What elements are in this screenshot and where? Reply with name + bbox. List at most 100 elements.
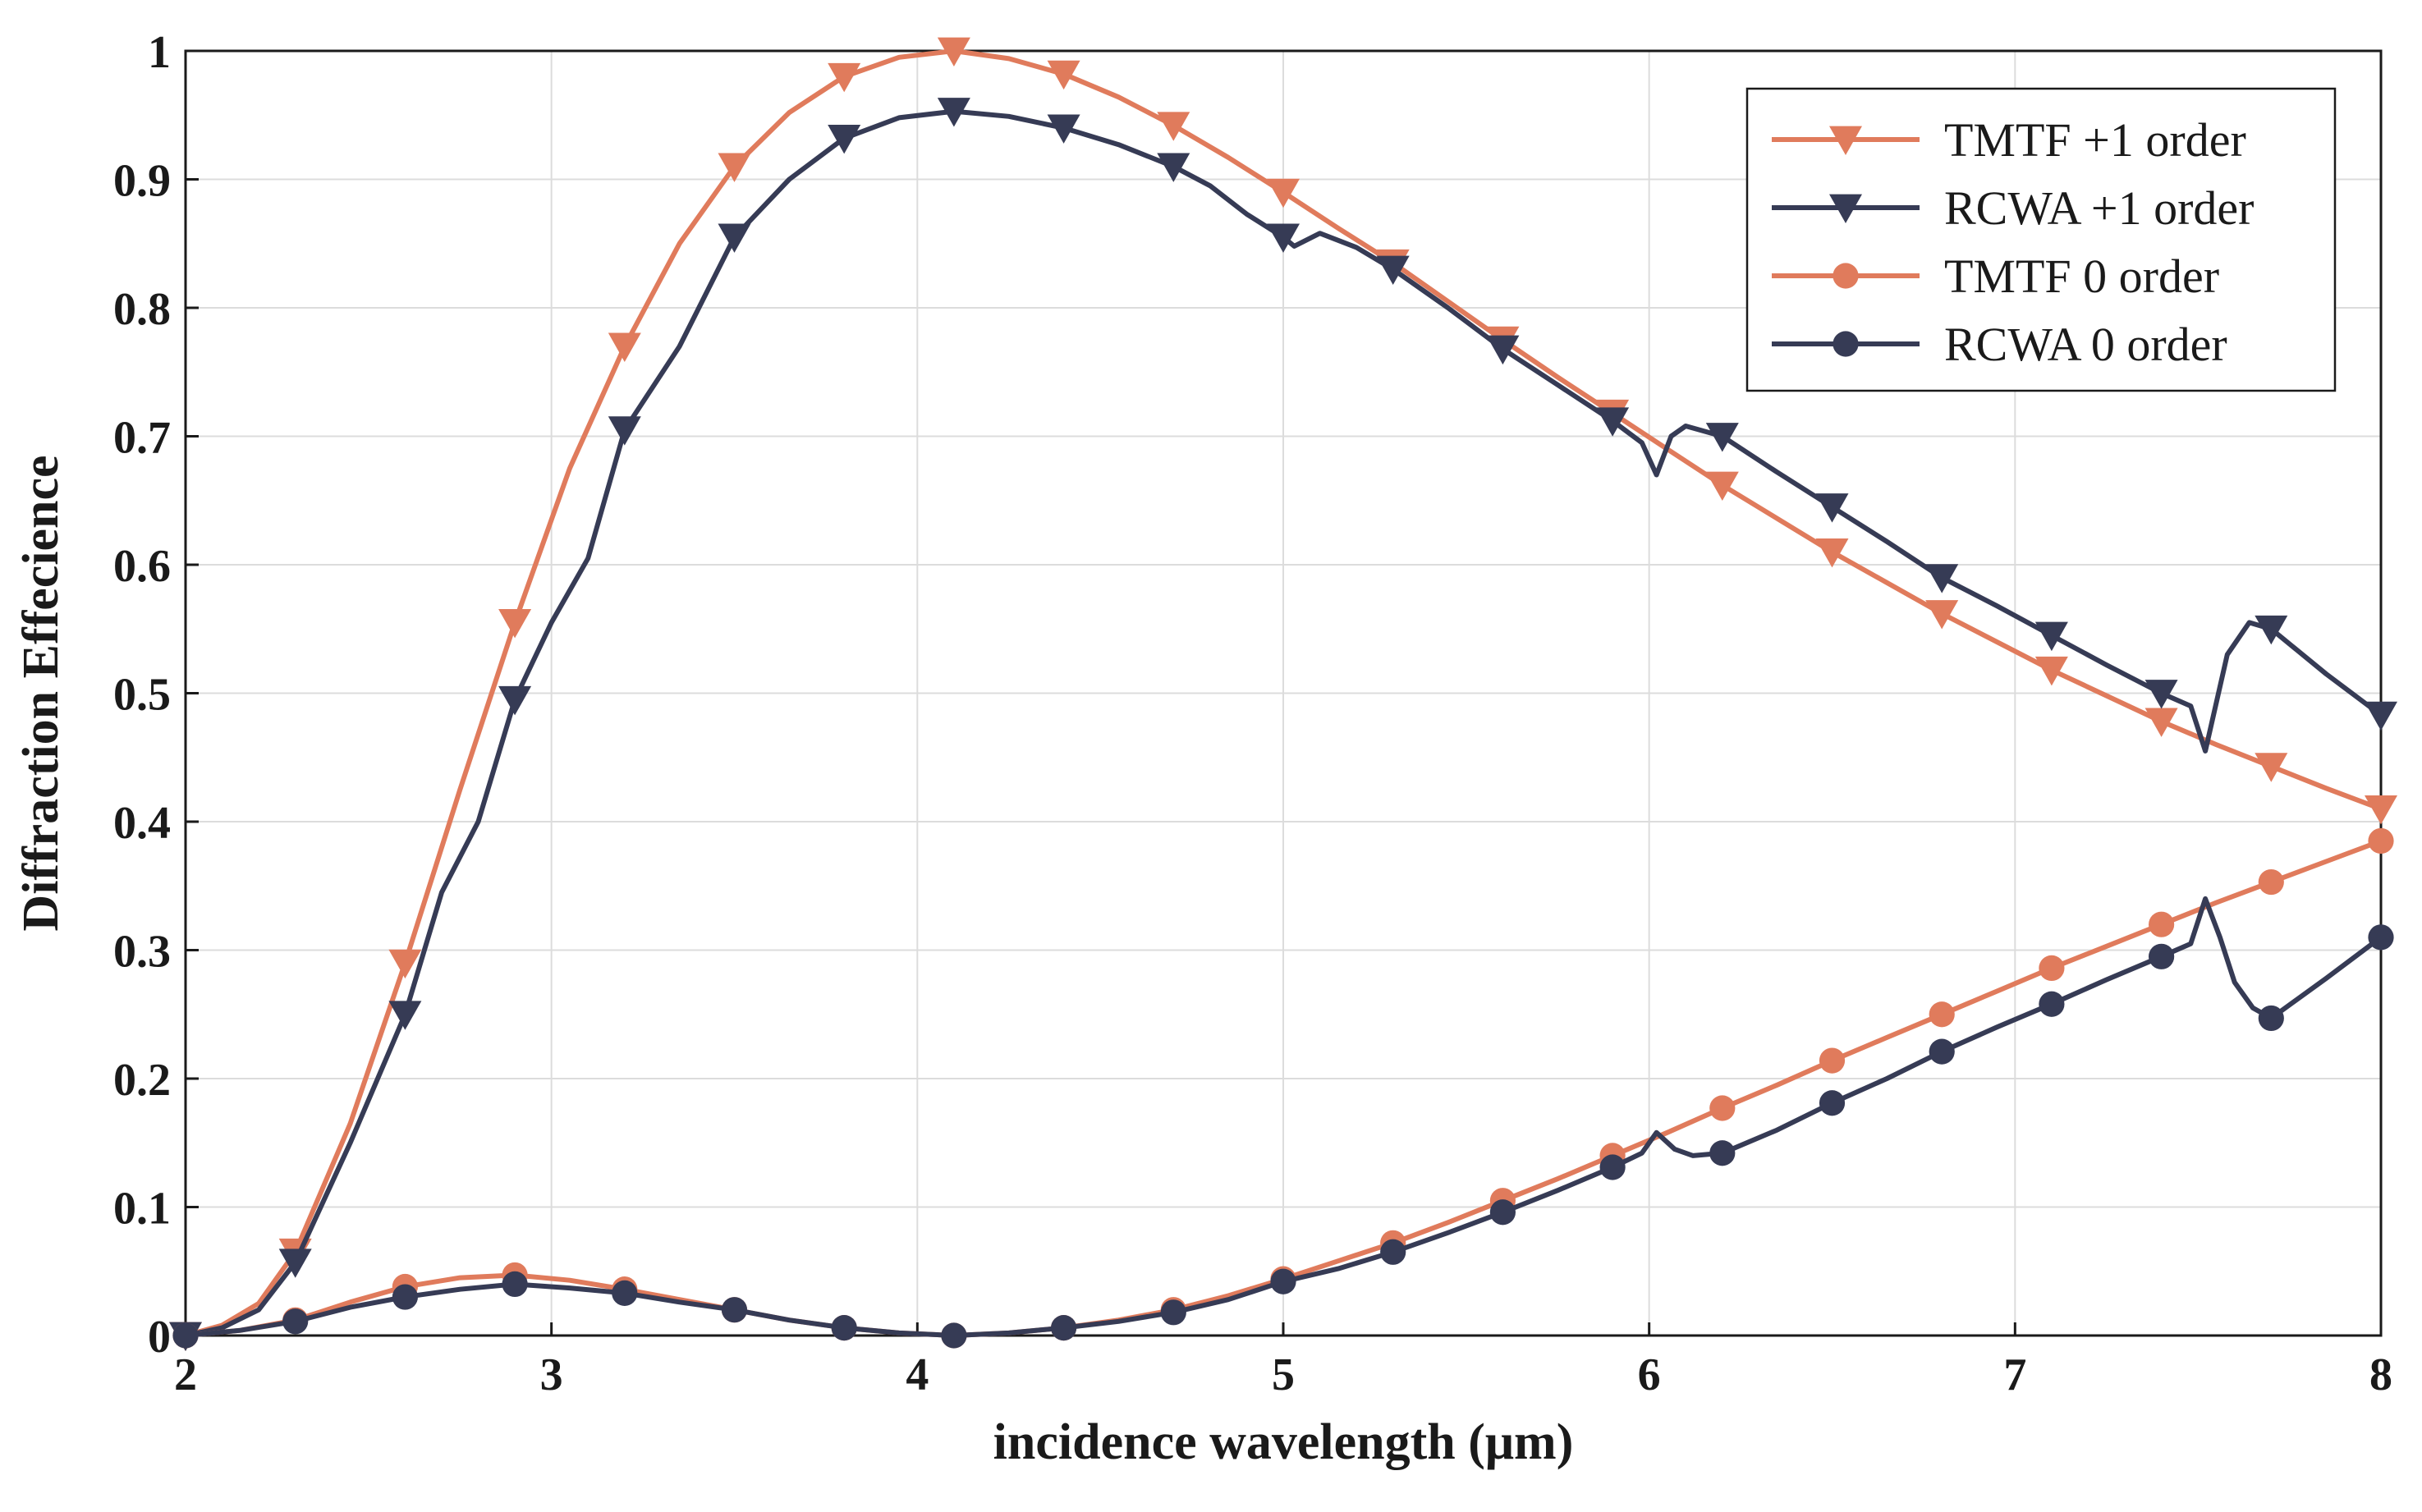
data-point xyxy=(2365,701,2397,731)
series-3 xyxy=(172,896,2394,1349)
data-point xyxy=(1815,493,1849,523)
series-0 xyxy=(169,37,2397,1351)
data-point xyxy=(278,1249,312,1278)
x-tick-label: 7 xyxy=(2003,1349,2026,1400)
data-point xyxy=(612,1280,638,1306)
data-point xyxy=(1925,600,1959,630)
y-tick-label: 0 xyxy=(148,1312,171,1363)
y-tick-label: 0.6 xyxy=(113,541,171,592)
data-point xyxy=(1599,1154,1626,1180)
legend-item: RCWA +1 order xyxy=(1772,181,2254,235)
y-axis-label: Diffraction Effecience xyxy=(13,455,69,931)
legend-marker xyxy=(1829,194,1862,223)
data-point xyxy=(937,98,970,127)
y-tick-label: 1 xyxy=(148,27,171,78)
data-point xyxy=(721,1297,748,1323)
data-point xyxy=(608,416,641,446)
y-tick-label: 0.4 xyxy=(113,798,171,849)
data-point xyxy=(1157,153,1190,182)
data-point xyxy=(2034,621,2068,652)
data-point xyxy=(2144,680,2178,709)
data-point xyxy=(2149,911,2175,937)
data-point xyxy=(1486,335,1520,365)
data-point xyxy=(2034,656,2068,686)
legend-item: RCWA 0 order xyxy=(1772,318,2227,371)
legend: TMTF +1 order RCWA +1 order TMTF 0 order RC… xyxy=(1745,87,2337,392)
x-tick-label: 5 xyxy=(1272,1349,1295,1400)
legend-item: TMTF 0 order xyxy=(1772,250,2219,303)
legend-label: RCWA 0 order xyxy=(1944,318,2227,371)
data-point xyxy=(1380,1239,1406,1265)
legend-marker xyxy=(1829,126,1862,155)
legend-label: TMTF 0 order xyxy=(1944,250,2219,303)
data-point xyxy=(1489,1199,1516,1226)
data-point xyxy=(1705,423,1739,452)
series xyxy=(169,37,2397,1351)
data-point xyxy=(498,609,532,639)
data-point xyxy=(392,1284,418,1310)
data-point xyxy=(2365,795,2397,825)
data-point xyxy=(2149,943,2175,969)
data-point xyxy=(502,1271,528,1297)
series-line xyxy=(183,108,2383,1338)
data-point xyxy=(388,1001,422,1030)
x-axis-label: incidence wavelength (μm) xyxy=(993,1414,1574,1470)
legend-marker xyxy=(1833,263,1859,289)
data-point xyxy=(2039,955,2065,982)
data-point xyxy=(2258,1005,2284,1032)
data-point xyxy=(831,1315,857,1341)
y-tick-label: 0.5 xyxy=(113,670,171,721)
y-tick-label: 0.8 xyxy=(113,284,171,335)
data-point xyxy=(1709,1095,1736,1121)
data-point xyxy=(1376,255,1410,286)
data-point xyxy=(2258,868,2284,896)
data-point xyxy=(937,37,970,66)
data-point xyxy=(1267,178,1300,208)
data-point xyxy=(1819,1047,1846,1074)
data-point xyxy=(1929,1038,1955,1065)
data-point xyxy=(1047,60,1080,90)
data-point xyxy=(1160,1299,1186,1326)
y-tick-label: 0.7 xyxy=(113,413,171,464)
data-point xyxy=(2368,924,2394,951)
x-tick-label: 8 xyxy=(2369,1349,2392,1400)
y-tick-label: 0.9 xyxy=(113,156,171,207)
legend-marker xyxy=(1833,331,1859,357)
x-tick-labels: 2 3 4 5 6 7 8 xyxy=(174,1349,2392,1400)
data-point xyxy=(1705,471,1739,501)
x-tick-label: 4 xyxy=(906,1349,929,1400)
data-point xyxy=(172,1322,199,1349)
data-point xyxy=(1819,1090,1846,1116)
data-point xyxy=(1157,112,1190,141)
data-point xyxy=(1929,1001,1955,1028)
series-line xyxy=(183,48,2383,1338)
data-point xyxy=(828,62,861,93)
data-point xyxy=(2255,615,2288,645)
data-point xyxy=(2144,708,2178,737)
x-tick-label: 3 xyxy=(540,1349,563,1400)
y-tick-labels: 0 0.1 0.2 0.3 0.4 0.5 0.6 0.7 0.8 0.9 1 xyxy=(113,27,171,1363)
data-point xyxy=(2255,753,2288,782)
data-point xyxy=(1815,538,1849,568)
x-tick-label: 2 xyxy=(174,1349,197,1400)
data-point xyxy=(388,949,422,979)
y-tick-label: 0.3 xyxy=(113,927,171,978)
data-point xyxy=(1709,1140,1736,1166)
data-point xyxy=(2039,991,2065,1017)
data-point xyxy=(941,1322,967,1349)
data-point xyxy=(1270,1268,1296,1294)
data-point xyxy=(1267,223,1300,253)
data-point xyxy=(2368,827,2394,855)
y-tick-label: 0.2 xyxy=(113,1055,171,1106)
data-point xyxy=(1047,114,1080,144)
legend-label: RCWA +1 order xyxy=(1944,181,2254,235)
series-1 xyxy=(169,98,2397,1351)
legend-label: TMTF +1 order xyxy=(1944,113,2246,167)
data-point xyxy=(498,685,532,716)
x-tick-label: 6 xyxy=(1638,1349,1661,1400)
y-tick-label: 0.1 xyxy=(113,1184,171,1235)
data-point xyxy=(608,332,641,362)
legend-item: TMTF +1 order xyxy=(1772,113,2246,167)
